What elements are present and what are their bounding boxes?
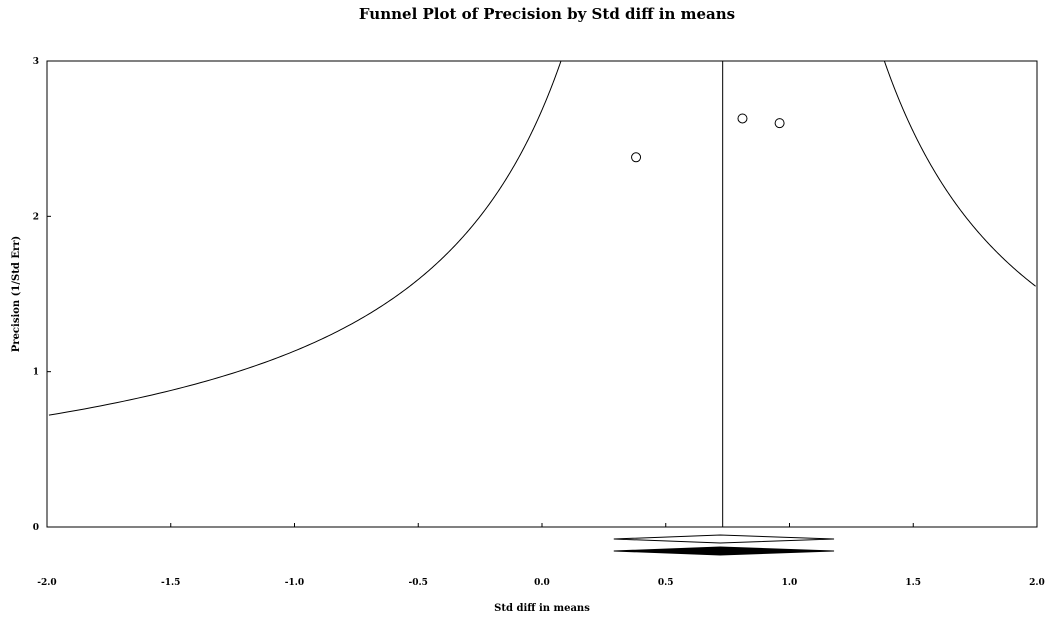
chart-title: Funnel Plot of Precision by Std diff in … bbox=[359, 5, 735, 23]
y-tick-label: 1 bbox=[33, 368, 39, 378]
y-tick-label: 2 bbox=[33, 212, 39, 222]
plot-frame bbox=[46, 60, 1038, 528]
y-axis-ticks: 0 1 2 3 bbox=[33, 57, 51, 533]
x-axis-label: Std diff in means bbox=[494, 603, 590, 614]
x-tick-label: 1.5 bbox=[905, 578, 921, 588]
y-tick-label: 3 bbox=[33, 57, 39, 67]
x-tick-label: -2.0 bbox=[37, 578, 56, 588]
funnel-left-line bbox=[48, 60, 562, 416]
summary-diamonds bbox=[613, 534, 835, 556]
y-axis-label: Precision (1/Std Err) bbox=[11, 236, 22, 352]
x-tick-label: -1.5 bbox=[161, 578, 180, 588]
summary-diamond-open bbox=[613, 534, 835, 544]
x-tick-label: 2.0 bbox=[1029, 578, 1045, 588]
funnel-right-line bbox=[883, 60, 1036, 287]
x-tick-label: 1.0 bbox=[782, 578, 798, 588]
x-tick-label: -0.5 bbox=[409, 578, 428, 588]
x-axis-ticks: -2.0 -1.5 -1.0 -0.5 0.0 0.5 1.0 1.5 2.0 bbox=[37, 523, 1045, 588]
y-tick-label: 0 bbox=[33, 523, 39, 533]
x-tick-label: 0.0 bbox=[534, 578, 550, 588]
study-point bbox=[737, 113, 748, 124]
x-tick-label: 0.5 bbox=[658, 578, 674, 588]
summary-diamond-filled bbox=[613, 546, 835, 556]
study-points bbox=[631, 113, 785, 163]
study-point bbox=[631, 152, 642, 163]
study-point bbox=[774, 118, 785, 129]
x-tick-label: -1.0 bbox=[285, 578, 304, 588]
